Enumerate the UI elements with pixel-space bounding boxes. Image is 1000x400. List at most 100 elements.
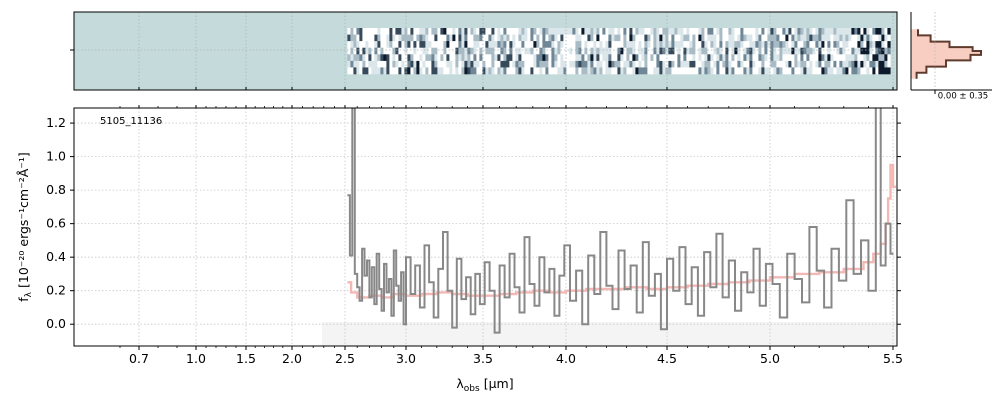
spectrum-2d-pixel	[425, 47, 429, 55]
x-tick-label: 1.0	[186, 351, 206, 366]
spectrum-2d-pixel	[389, 60, 393, 68]
spectrum-2d-pixel	[620, 54, 624, 62]
spectrum-2d-pixel	[632, 54, 636, 62]
spectrum-2d-pixel	[830, 54, 834, 62]
spectrum-2d-pixel	[521, 34, 525, 42]
spectrum-2d-pixel	[620, 67, 624, 75]
spectrum-2d-pixel	[644, 54, 648, 62]
spectrum-2d-pixel	[707, 60, 711, 68]
spectrum-2d-pixel	[506, 28, 510, 35]
spectrum-2d-pixel	[833, 60, 837, 68]
spectrum-2d-pixel	[713, 41, 717, 48]
spectrum-2d-pixel	[380, 54, 384, 62]
spectrum-2d-pixel	[800, 54, 804, 62]
spectrum-2d-pixel	[683, 41, 687, 48]
spectrum-2d-pixel	[350, 41, 354, 48]
spectrum-2d-pixel	[740, 60, 744, 68]
spectrum-2d-pixel	[698, 41, 702, 48]
spectrum-2d-pixel	[791, 34, 795, 42]
spectrum-2d-pixel	[806, 67, 810, 75]
spectrum-2d-pixel	[878, 47, 882, 55]
spectrum-2d-pixel	[851, 34, 855, 42]
spectrum-2d-pixel	[854, 41, 858, 48]
spectrum-2d-pixel	[872, 34, 876, 42]
spectrum-2d-pixel	[503, 34, 507, 42]
spectrum-2d-pixel	[350, 34, 354, 42]
spectrum-2d-pixel	[512, 60, 516, 68]
object-label: 5105_11136	[100, 116, 162, 127]
spectrum-2d-pixel	[584, 60, 588, 68]
spectrum-2d-pixel	[374, 67, 378, 75]
spectrum-2d-pixel	[773, 54, 777, 62]
spectrum-2d-pixel	[680, 34, 684, 42]
spectrum-2d-pixel	[593, 67, 597, 75]
spectrum-2d-pixel	[542, 47, 546, 55]
spectrum-2d-pixel	[872, 54, 876, 62]
spectrum-2d-pixel	[881, 47, 885, 55]
spectrum-2d-pixel	[713, 28, 717, 35]
spectrum-2d-pixel	[809, 47, 813, 55]
spectrum-2d-pixel	[887, 54, 891, 62]
x-tick-label: 2.5	[335, 351, 355, 366]
spectrum-2d-pixel	[530, 60, 534, 68]
spectrum-2d-pixel	[590, 60, 594, 68]
spectrum-2d-pixel	[398, 34, 402, 42]
spectrum-2d-pixel	[842, 47, 846, 55]
spectrum-2d-pixel	[812, 60, 816, 68]
spectrum-2d-pixel	[752, 28, 756, 35]
spectrum-2d-pixel	[449, 28, 453, 35]
spectrum-2d-pixel	[845, 41, 849, 48]
spectrum-2d-pixel	[488, 28, 492, 35]
spectrum-2d-pixel	[794, 60, 798, 68]
x-tick-label: 1.5	[236, 351, 256, 366]
spectrum-2d-pixel	[569, 41, 573, 48]
spectrum-2d-pixel	[734, 47, 738, 55]
spectrum-2d-pixel	[701, 41, 705, 48]
spectrum-2d-pixel	[383, 54, 387, 62]
spectrum-2d-pixel	[680, 67, 684, 75]
spectrum-2d-pixel	[560, 60, 564, 68]
spectrum-2d-pixel	[788, 60, 792, 68]
spectrum-2d-pixel	[377, 28, 381, 35]
spectrum-2d-pixel	[605, 34, 609, 42]
spectrum-2d-pixel	[614, 54, 618, 62]
spectrum-2d-pixel	[872, 67, 876, 75]
spectrum-2d-pixel	[785, 41, 789, 48]
spectrum-2d-pixel	[521, 60, 525, 68]
spectrum-2d-pixel	[686, 28, 690, 35]
spectrum-2d-pixel	[476, 67, 480, 75]
spectrum-2d-pixel	[860, 67, 864, 75]
spectrum-2d-pixel	[827, 47, 831, 55]
spectrum-2d-pixel	[359, 60, 363, 68]
spectrum-2d-pixel	[443, 41, 447, 48]
spectrum-2d-pixel	[638, 41, 642, 48]
spectrum-2d-pixel	[842, 67, 846, 75]
spectrum-2d-pixel	[875, 67, 879, 75]
spectrum-2d-pixel	[830, 47, 834, 55]
spectrum-2d-pixel	[665, 67, 669, 75]
spectrum-2d-pixel	[548, 60, 552, 68]
spectrum-2d-pixel	[536, 28, 540, 35]
spectrum-2d-pixel	[653, 28, 657, 35]
spectrum-2d-pixel	[755, 47, 759, 55]
spectrum-2d-pixel	[608, 41, 612, 48]
spectrum-2d-pixel	[398, 28, 402, 35]
spectrum-2d-pixel	[509, 67, 513, 75]
spectrum-2d-pixel	[449, 60, 453, 68]
spectrum-2d-pixel	[440, 47, 444, 55]
spectrum-2d-pixel	[602, 34, 606, 42]
spectrum-2d-pixel	[554, 54, 558, 62]
spectrum-2d-pixel	[710, 41, 714, 48]
spectrum-2d-pixel	[551, 34, 555, 42]
spectrum-2d-pixel	[572, 41, 576, 48]
spectrum-2d-pixel	[452, 41, 456, 48]
spectrum-2d-pixel	[362, 54, 366, 62]
spectrum-2d-pixel	[818, 60, 822, 68]
spectrum-2d-pixel	[461, 28, 465, 35]
spectrum-2d-pixel	[449, 54, 453, 62]
spectrum-2d-pixel	[497, 54, 501, 62]
spectrum-2d-pixel	[392, 28, 396, 35]
spectrum-2d-pixel	[386, 34, 390, 42]
spectrum-2d-pixel	[590, 28, 594, 35]
